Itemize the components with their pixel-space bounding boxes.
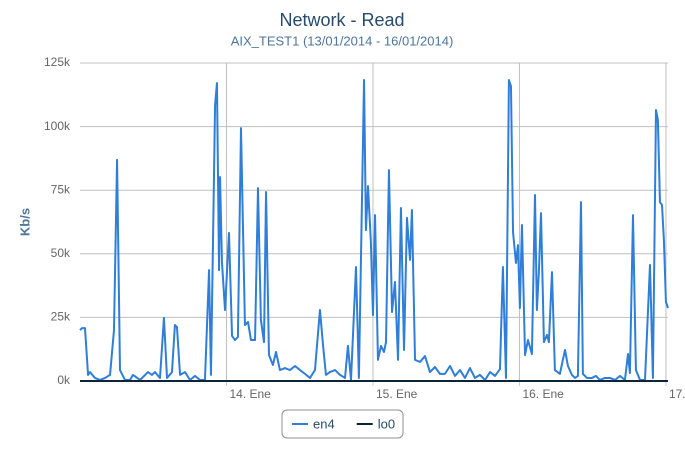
y-tick-label: 100k xyxy=(44,119,71,133)
x-tick-label: 15. Ene xyxy=(376,387,418,401)
chart-subtitle: AIX_TEST1 (13/01/2014 - 16/01/2014) xyxy=(231,33,454,48)
x-tick-label: 16. Ene xyxy=(522,387,564,401)
legend-box xyxy=(281,409,404,439)
y-tick-label: 125k xyxy=(44,55,71,69)
legend-label[interactable]: lo0 xyxy=(378,416,395,431)
chart-title: Network - Read xyxy=(279,10,404,30)
y-tick-label: 75k xyxy=(51,182,71,196)
x-tick-label: 14. Ene xyxy=(229,387,271,401)
y-axis-title: Kb/s xyxy=(17,208,32,236)
series-line xyxy=(79,79,669,381)
y-tick-label: 50k xyxy=(51,246,71,260)
x-tick-label: 17. Ene xyxy=(669,387,685,401)
y-tick-label: 25k xyxy=(51,310,71,324)
legend-label[interactable]: en4 xyxy=(313,416,335,431)
y-tick-label: 0k xyxy=(57,373,71,387)
